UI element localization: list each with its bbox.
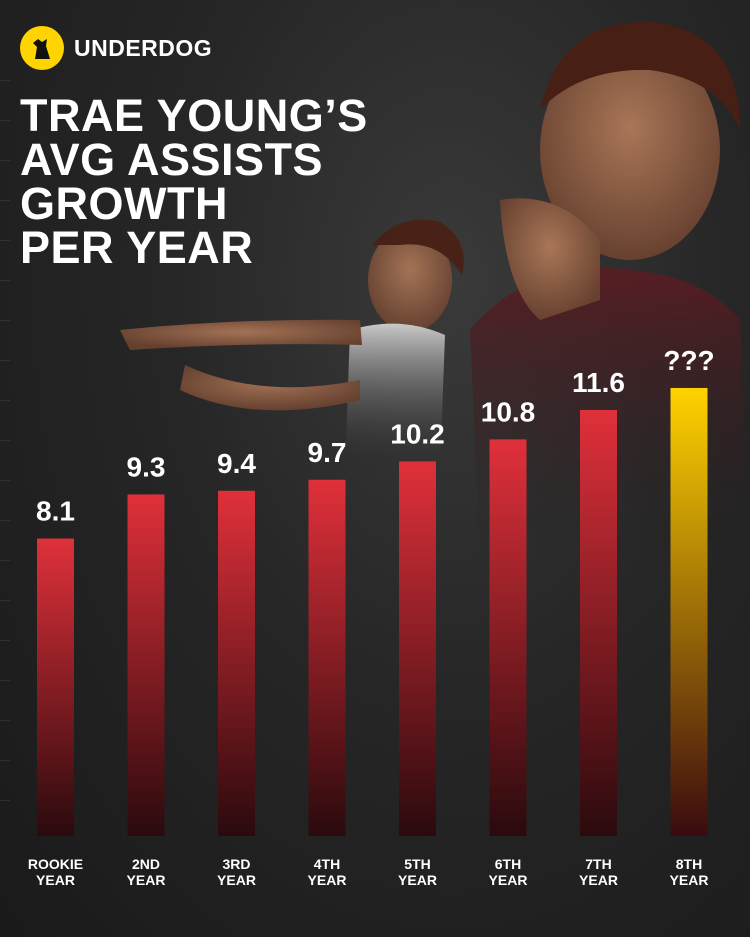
chart-title: TRAE YOUNG’S AVG ASSISTS GROWTH PER YEAR (20, 90, 520, 273)
x-tick-label: ROOKIE (28, 856, 83, 872)
bar (218, 490, 255, 836)
data-label: 9.7 (308, 437, 347, 468)
data-label: 9.4 (217, 448, 256, 479)
data-label: 10.8 (481, 396, 536, 427)
x-tick-label: YEAR (36, 872, 75, 888)
data-label: 9.3 (127, 451, 166, 482)
x-tick-label: YEAR (489, 872, 528, 888)
x-tick-label: YEAR (670, 872, 709, 888)
edge-ticks (0, 80, 10, 840)
title-line: GROWTH (20, 178, 228, 229)
title-line: AVG ASSISTS (20, 134, 324, 185)
bar (127, 494, 165, 836)
data-label: 11.6 (572, 367, 625, 398)
x-tick-label: YEAR (308, 872, 347, 888)
title-line: TRAE YOUNG’S (20, 90, 368, 141)
x-tick-label: YEAR (579, 872, 618, 888)
bar (308, 479, 346, 836)
player-small (120, 219, 464, 470)
data-label: ??? (663, 345, 714, 376)
data-label: 8.1 (36, 496, 75, 527)
x-tick-label: 7TH (585, 856, 611, 872)
bar (489, 439, 527, 836)
bar (670, 387, 708, 836)
underdog-logo-icon (20, 26, 64, 70)
brand-name: UNDERDOG (74, 34, 213, 61)
x-tick-label: YEAR (127, 872, 166, 888)
bar (580, 410, 617, 836)
x-tick-label: YEAR (398, 872, 437, 888)
title-line: PER YEAR (20, 222, 254, 273)
x-tick-label: 8TH (676, 856, 702, 872)
bar (399, 461, 436, 836)
x-tick-label: YEAR (217, 872, 256, 888)
x-tick-label: 6TH (495, 856, 521, 872)
data-label: 10.2 (390, 418, 445, 449)
bar (37, 538, 74, 836)
x-tick-label: 3RD (222, 856, 250, 872)
brand: UNDERDOG (20, 26, 212, 70)
x-tick-label: 4TH (314, 856, 340, 872)
x-tick-label: 2ND (132, 856, 160, 872)
x-tick-label: 5TH (404, 856, 430, 872)
